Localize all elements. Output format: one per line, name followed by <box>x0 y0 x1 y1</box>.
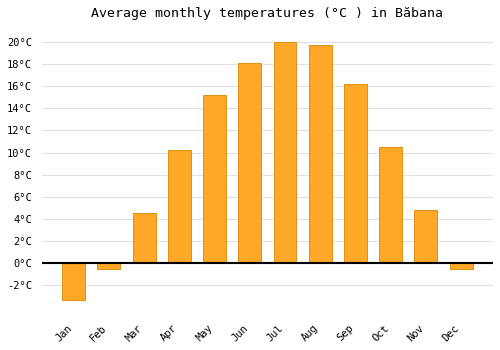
Bar <box>168 150 191 263</box>
Bar <box>414 210 438 263</box>
Bar <box>344 84 367 263</box>
Bar <box>450 263 472 269</box>
Bar <box>274 42 296 263</box>
Bar <box>132 214 156 263</box>
Bar <box>203 95 226 263</box>
Bar <box>238 63 261 263</box>
Bar <box>308 45 332 263</box>
Bar <box>379 147 402 263</box>
Title: Average monthly temperatures (°C ) in Băbana: Average monthly temperatures (°C ) in Bă… <box>92 7 444 20</box>
Bar <box>62 263 85 300</box>
Bar <box>98 263 120 269</box>
